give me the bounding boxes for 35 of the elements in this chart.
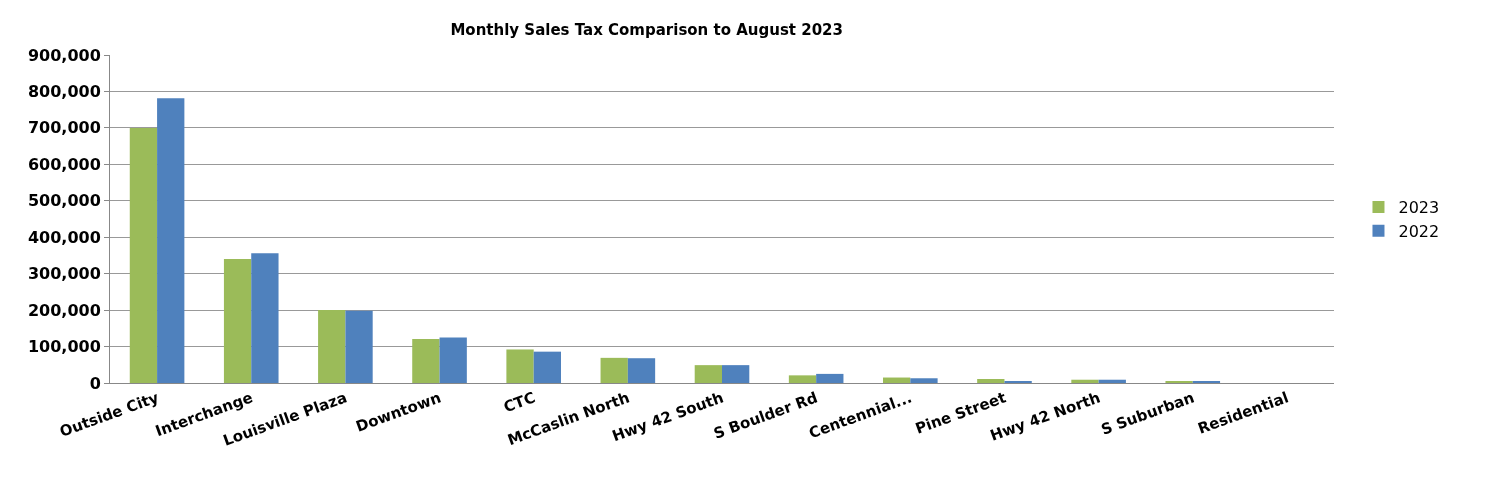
y-tick-label: 200,000 [27,300,101,320]
bar [439,337,467,383]
bar [345,310,373,383]
bar [627,358,656,383]
bar [129,127,158,383]
bar [977,378,1005,383]
bar [506,349,534,383]
bar [816,373,844,383]
chart-title: Monthly Sales Tax Comparison to August 2023 [450,20,843,39]
bar [157,98,185,383]
y-tick-label: 800,000 [27,82,101,102]
bar [910,378,938,383]
bar [788,375,817,383]
bar [694,365,722,383]
legend-label: 2023 [1398,198,1440,218]
bar [722,365,750,383]
bar [251,253,279,383]
y-tick-label: 700,000 [27,118,101,138]
bar [600,357,628,383]
bar [533,351,561,383]
y-tick-label: 300,000 [27,264,101,284]
y-tick-label: 0 [89,373,101,393]
y-tick-label: 400,000 [27,227,101,247]
y-tick-label: 600,000 [27,154,101,174]
y-tick-label: 900,000 [27,45,101,65]
bar [1098,379,1126,383]
bar [883,377,911,383]
x-tick-label: CTC [501,388,538,417]
bar [223,259,252,383]
bar [412,338,440,383]
y-tick-label: 500,000 [27,191,101,211]
y-tick-label: 100,000 [27,337,101,357]
bar [318,310,346,383]
bar [1071,379,1099,383]
legend-label: 2022 [1398,221,1440,241]
